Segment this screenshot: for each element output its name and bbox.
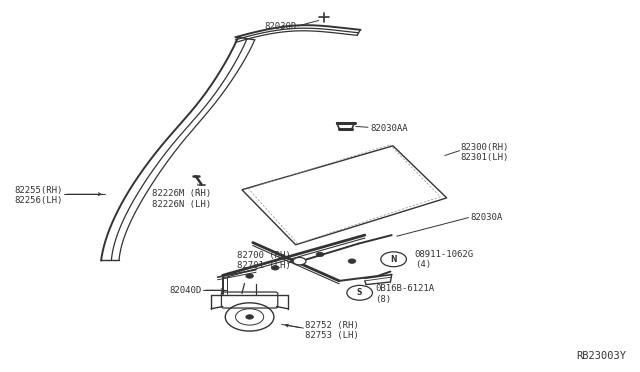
- Text: 0B16B-6121A
(8): 0B16B-6121A (8): [375, 284, 434, 304]
- Circle shape: [293, 257, 306, 265]
- Circle shape: [271, 266, 279, 270]
- Text: 82030D: 82030D: [264, 22, 296, 31]
- Text: N: N: [390, 255, 397, 264]
- Text: RB23003Y: RB23003Y: [576, 352, 626, 361]
- Text: S: S: [357, 288, 362, 297]
- Text: 08911-1062G
(4): 08911-1062G (4): [415, 250, 474, 269]
- Text: 82255(RH)
82256(LH): 82255(RH) 82256(LH): [14, 186, 63, 205]
- Text: 82030AA: 82030AA: [370, 124, 408, 133]
- Text: 82752 (RH)
82753 (LH): 82752 (RH) 82753 (LH): [305, 321, 358, 340]
- Circle shape: [348, 259, 356, 263]
- Circle shape: [381, 252, 406, 267]
- Circle shape: [347, 285, 372, 300]
- Text: 82700 (RH)
82701 (LH): 82700 (RH) 82701 (LH): [237, 251, 291, 270]
- Text: 82040D: 82040D: [170, 286, 202, 295]
- Text: 82300(RH)
82301(LH): 82300(RH) 82301(LH): [461, 143, 509, 162]
- Circle shape: [316, 252, 324, 257]
- Circle shape: [246, 315, 253, 319]
- Text: 82226M (RH)
82226N (LH): 82226M (RH) 82226N (LH): [152, 189, 211, 209]
- Circle shape: [246, 274, 253, 278]
- Text: 82030A: 82030A: [470, 213, 502, 222]
